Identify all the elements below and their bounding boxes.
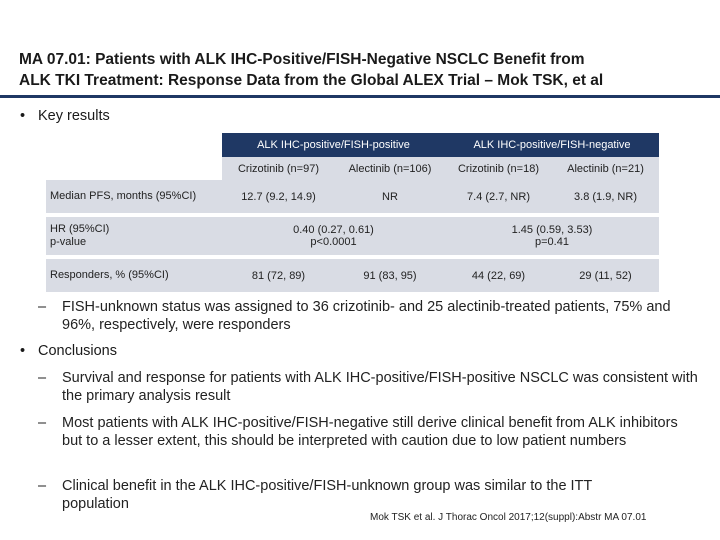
table-group-header-row: ALK IHC-positive/FISH-positive ALK IHC-p… <box>46 133 659 157</box>
conclusion-text: Most patients with ALK IHC-positive/FISH… <box>62 415 678 449</box>
bullet-marker: • <box>20 108 26 124</box>
group-header-fish-negative: ALK IHC-positive/FISH-negative <box>445 133 659 157</box>
table-arm-header-row: Crizotinib (n=97) Alectinib (n=106) Criz… <box>46 157 659 180</box>
p-value: p<0.0001 <box>310 236 357 248</box>
table-cell: 81 (72, 89) <box>251 269 306 282</box>
row-label-pfs: Median PFS, months (95%CI) <box>50 190 197 202</box>
key-results-note-text: FISH-unknown status was assigned to 36 c… <box>62 299 671 333</box>
key-results-note: – FISH-unknown status was assigned to 36… <box>38 298 698 334</box>
table-cell: NR <box>382 190 398 203</box>
group-header-fish-positive: ALK IHC-positive/FISH-positive <box>222 133 445 157</box>
dash-marker: – <box>38 370 47 386</box>
row-label-hr: HR (95%CI) p-value <box>46 217 222 255</box>
conclusion-text: Clinical benefit in the ALK IHC-positive… <box>62 478 593 512</box>
table-cell: 3.8 (1.9, NR) <box>574 190 637 203</box>
arm-header: Crizotinib (n=18) <box>445 157 552 180</box>
conclusion-item: – Survival and response for patients wit… <box>38 369 698 405</box>
conclusion-item: – Clinical benefit in the ALK IHC-positi… <box>38 477 658 513</box>
table-cell: 29 (11, 52) <box>579 269 632 282</box>
dash-marker: – <box>38 299 47 315</box>
arm-header: Alectinib (n=106) <box>335 157 445 180</box>
conclusion-item: – Most patients with ALK IHC-positive/FI… <box>38 414 698 450</box>
row-label-hr-line1: HR (95%CI) <box>50 223 110 235</box>
table-row-pfs: Median PFS, months (95%CI) 12.7 (9.2, 14… <box>46 180 659 213</box>
table-cell: 91 (83, 95) <box>363 269 417 282</box>
table-cell: 12.7 (9.2, 14.9) <box>241 190 316 203</box>
row-label-responders: Responders, % (95%CI) <box>50 269 169 281</box>
arm-header: Crizotinib (n=97) <box>222 157 335 180</box>
table-row-responders: Responders, % (95%CI) 81 (72, 89) 91 (83… <box>46 259 659 292</box>
table-cell: 44 (22, 69) <box>471 269 526 282</box>
results-table: ALK IHC-positive/FISH-positive ALK IHC-p… <box>46 133 659 292</box>
table-cell-hr-fish-positive: 0.40 (0.27, 0.61) p<0.0001 <box>222 217 445 255</box>
row-label-hr-line2: p-value <box>50 236 87 248</box>
slide-title: MA 07.01: Patients with ALK IHC-Positive… <box>19 51 604 89</box>
conclusions-bullet: • Conclusions <box>20 343 117 359</box>
key-results-bullet: • Key results <box>20 108 110 124</box>
conclusion-text: Survival and response for patients with … <box>62 370 698 404</box>
key-results-heading: Key results <box>38 108 110 124</box>
p-value: p=0.41 <box>535 236 569 248</box>
dash-marker: – <box>38 415 47 431</box>
bullet-marker: • <box>20 343 26 359</box>
citation: Mok TSK et al. J Thorac Oncol 2017;12(su… <box>370 512 647 523</box>
dash-marker: – <box>38 478 47 494</box>
conclusions-heading: Conclusions <box>38 343 117 359</box>
hr-value: 0.40 (0.27, 0.61) <box>293 224 374 236</box>
title-divider <box>0 95 720 98</box>
table-cell: 7.4 (2.7, NR) <box>467 190 530 203</box>
hr-value: 1.45 (0.59, 3.53) <box>511 224 593 236</box>
table-cell-hr-fish-negative: 1.45 (0.59, 3.53) p=0.41 <box>445 217 659 255</box>
arm-header: Alectinib (n=21) <box>552 157 659 180</box>
table-row-hr: HR (95%CI) p-value 0.40 (0.27, 0.61) p<0… <box>46 217 659 255</box>
